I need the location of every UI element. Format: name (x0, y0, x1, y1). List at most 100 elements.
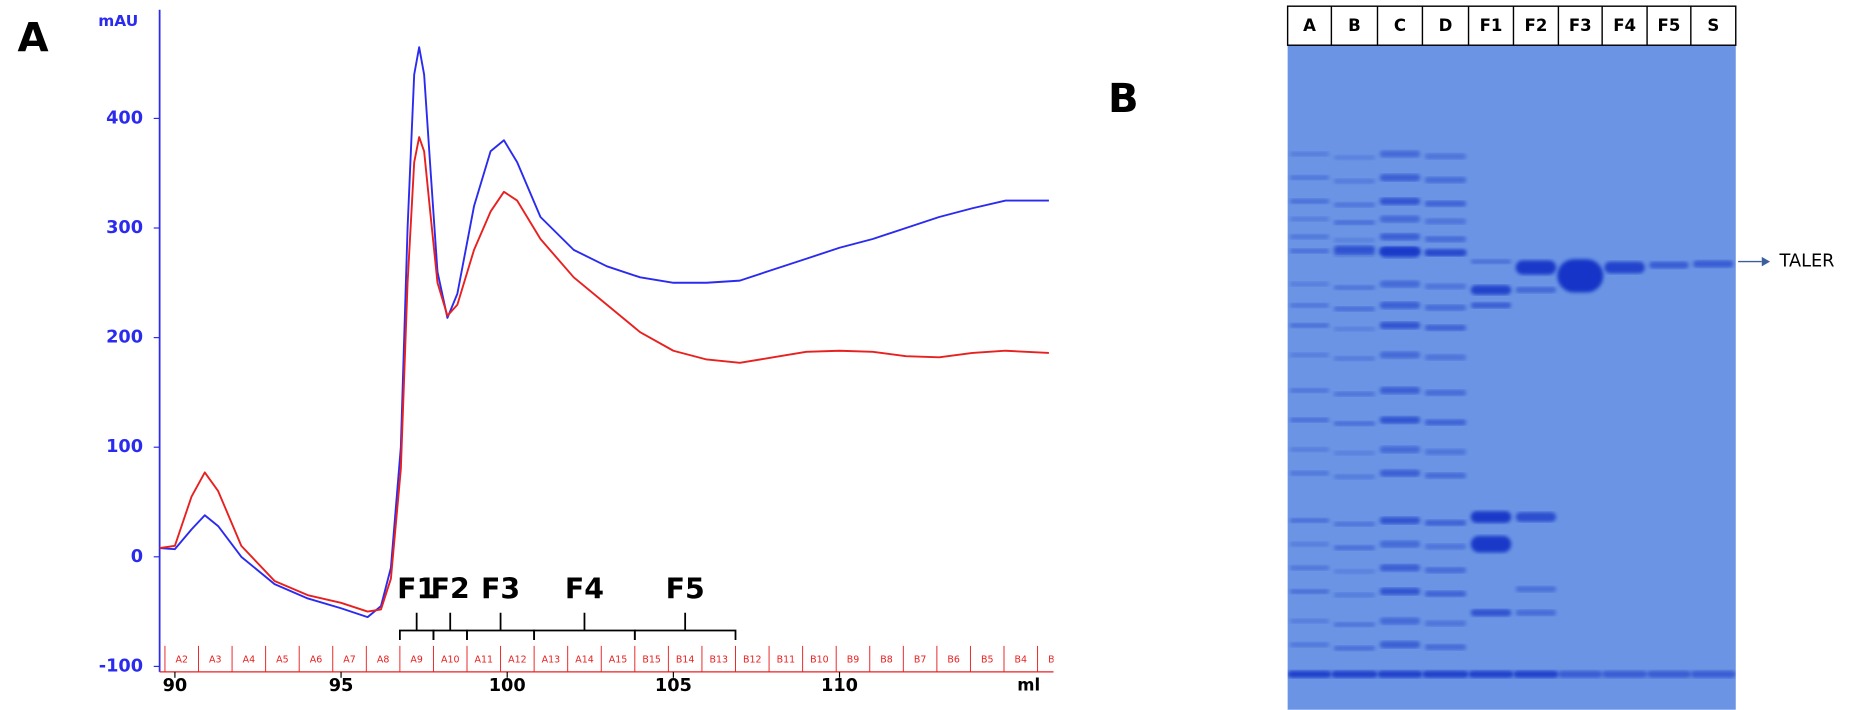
gel-band (1649, 262, 1688, 269)
x-tick-label: 95 (329, 676, 354, 696)
gel-band (1516, 260, 1556, 274)
fraction-label: A15 (609, 655, 627, 666)
trace (160, 47, 1049, 617)
lane-label: S (1707, 16, 1719, 35)
gel-band (1425, 305, 1467, 311)
lane-label: D (1439, 16, 1453, 35)
fraction-label: A11 (475, 655, 493, 666)
gel-band (1425, 449, 1467, 455)
gel-band (1425, 153, 1467, 159)
gel-band (1288, 671, 1332, 678)
lane-label: A (1303, 16, 1316, 35)
gel-band (1558, 671, 1602, 678)
marker-label: TALER (1779, 252, 1835, 272)
gel-band (1380, 322, 1420, 329)
fraction-label: A10 (441, 655, 459, 666)
panel-label: A (18, 15, 49, 61)
y-tick-label: 0 (131, 547, 143, 567)
gel-band (1290, 249, 1329, 254)
gel-band (1380, 198, 1420, 205)
gel-band (1334, 474, 1376, 479)
gel-band (1290, 353, 1329, 358)
fraction-bracket (400, 613, 434, 640)
gel-band (1380, 617, 1420, 624)
gel-band (1334, 451, 1376, 456)
fraction-label: B4 (1015, 655, 1027, 666)
fraction-label: A8 (377, 655, 389, 666)
y-axis-label: mAU (98, 12, 138, 30)
gel-band (1380, 281, 1420, 288)
gel-band (1380, 517, 1420, 524)
gel-band (1425, 390, 1467, 396)
panel-label: B (1108, 76, 1139, 122)
fraction-label: A4 (243, 655, 255, 666)
gel-band (1290, 175, 1329, 180)
gel-band (1425, 249, 1467, 256)
gel-band (1290, 323, 1329, 328)
gel-band (1422, 671, 1468, 678)
gel-band (1290, 565, 1329, 570)
lane-label: F1 (1480, 16, 1503, 35)
gel-band (1425, 201, 1467, 207)
gel-band (1693, 260, 1733, 267)
x-tick-label: 100 (489, 676, 526, 696)
gel-band (1516, 512, 1556, 521)
gel-band (1290, 589, 1329, 594)
gel-band (1380, 233, 1420, 240)
fraction-label: A2 (175, 655, 187, 666)
gel-band (1425, 544, 1467, 550)
y-tick-label: 200 (106, 328, 143, 348)
gel-band (1516, 586, 1556, 592)
lane-label: F4 (1613, 16, 1636, 35)
gel-band (1380, 541, 1420, 548)
gel-band (1290, 542, 1329, 547)
gel-band (1290, 199, 1329, 204)
gel-band (1334, 569, 1376, 574)
fraction-label: B12 (743, 655, 761, 666)
gel-band (1380, 416, 1420, 423)
gel-band (1290, 388, 1329, 393)
gel-band (1471, 536, 1511, 553)
gel-band (1290, 303, 1329, 308)
gel-band (1471, 511, 1511, 523)
gel-band (1334, 593, 1376, 598)
x-tick-label: 105 (655, 676, 692, 696)
gel-band (1380, 641, 1420, 648)
gel-band (1516, 610, 1556, 616)
y-tick-label: 300 (106, 218, 143, 238)
gel-band (1334, 246, 1376, 254)
gel-band (1290, 518, 1329, 523)
fraction-group-label: F2 (431, 572, 470, 605)
gel-band (1334, 202, 1376, 207)
gel-band (1290, 217, 1329, 222)
fraction-label: B8 (880, 655, 892, 666)
gel-band (1290, 418, 1329, 423)
gel-band (1425, 567, 1467, 573)
y-tick-label: 400 (106, 108, 143, 128)
fraction-label: B6 (947, 655, 959, 666)
fraction-label: B7 (914, 655, 926, 666)
gel-band (1334, 220, 1376, 225)
gel-band (1425, 218, 1467, 224)
fraction-label: A7 (343, 655, 355, 666)
gel-band (1471, 302, 1511, 308)
gel-band (1290, 152, 1329, 157)
gel-band (1471, 285, 1511, 294)
gel-band (1425, 644, 1467, 650)
gel-band (1380, 351, 1420, 358)
gel-band (1334, 545, 1376, 550)
gel-band (1334, 307, 1376, 312)
x-tick-label: 110 (821, 676, 858, 696)
gel-band (1380, 174, 1420, 181)
gel-band (1290, 447, 1329, 452)
gel-band (1691, 671, 1736, 678)
fraction-label: B14 (676, 655, 694, 666)
gel-band (1334, 238, 1376, 243)
fraction-label: B10 (810, 655, 828, 666)
gel-band (1602, 671, 1647, 678)
x-axis-label: ml (1017, 676, 1040, 695)
gel-band (1380, 470, 1420, 477)
lane-label: C (1394, 16, 1406, 35)
